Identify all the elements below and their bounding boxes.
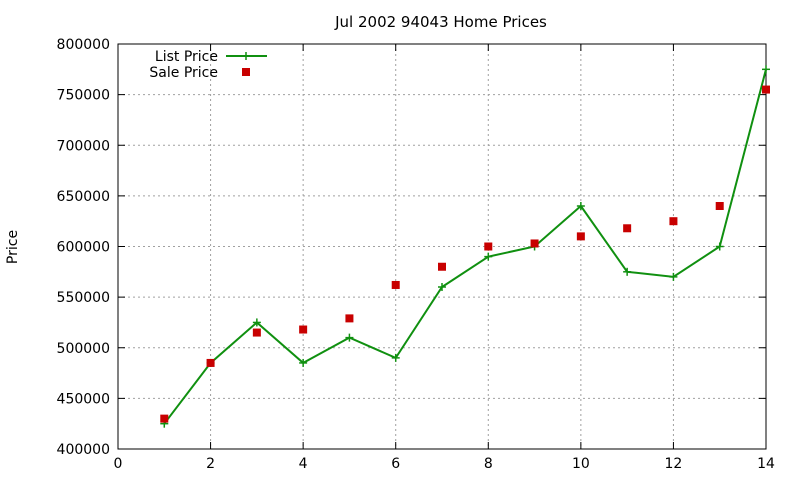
- legend-plus-marker: [242, 52, 250, 60]
- x-tick-label: 6: [391, 456, 400, 472]
- y-tick-label: 500000: [57, 341, 110, 357]
- list-price-point: [391, 353, 400, 362]
- sale-price-point: [669, 217, 678, 226]
- list-price-point: [762, 65, 770, 74]
- sale-price-point: [206, 358, 215, 367]
- y-tick-label: 600000: [57, 240, 110, 256]
- list-price-point: [438, 283, 446, 291]
- list-price-point: [252, 318, 261, 327]
- sale-price-point: [623, 224, 632, 233]
- legend-square-marker: [242, 68, 250, 76]
- chart-title: Jul 2002 94043 Home Prices: [334, 13, 547, 31]
- sale-price-point: [576, 232, 585, 241]
- plot-series: [160, 65, 770, 428]
- sale-price-point: [299, 325, 308, 334]
- sale-price-point: [484, 242, 493, 251]
- y-tick-label: 550000: [57, 290, 110, 306]
- list-price-point: [345, 333, 354, 342]
- list-price-line: [163, 69, 767, 425]
- y-tick-label: 750000: [57, 88, 110, 104]
- y-tick-label: 700000: [57, 138, 110, 154]
- x-tick-label: 8: [484, 456, 493, 472]
- list-price-point: [299, 358, 308, 367]
- x-tick-label: 4: [299, 456, 308, 472]
- sale-price-point: [438, 262, 446, 271]
- sale-price-point: [160, 414, 169, 423]
- sale-price-point: [715, 202, 724, 210]
- legend-label: List Price: [155, 49, 218, 65]
- axes: 400000 450000 500000 550000 600000 650000 7000…: [57, 37, 775, 472]
- y-tick-label: 400000: [57, 442, 110, 458]
- sale-price-point: [252, 328, 261, 337]
- y-tick-label: 450000: [57, 391, 110, 407]
- y-tick-label: 650000: [57, 189, 110, 205]
- list-price-point: [715, 242, 724, 251]
- x-tick-label: 10: [572, 456, 590, 472]
- list-price-point: [623, 267, 632, 276]
- legend-label: Sale Price: [149, 65, 218, 81]
- y-tick-label: 800000: [57, 37, 110, 53]
- x-tick-label: 2: [206, 456, 215, 472]
- sale-price-point: [530, 239, 539, 248]
- sale-price-point: [391, 280, 400, 289]
- list-price-point: [576, 202, 585, 210]
- x-tick-label: 0: [114, 456, 123, 472]
- list-price-point: [484, 252, 493, 261]
- y-axis-label: Price: [5, 230, 21, 264]
- x-tick-label: 12: [665, 456, 683, 472]
- series-sale-price: [160, 85, 770, 423]
- grid: [118, 44, 766, 449]
- x-tick-label: 14: [757, 456, 775, 472]
- list-price-point: [669, 272, 678, 281]
- sale-price-point: [345, 314, 354, 323]
- sale-price-point: [762, 85, 770, 94]
